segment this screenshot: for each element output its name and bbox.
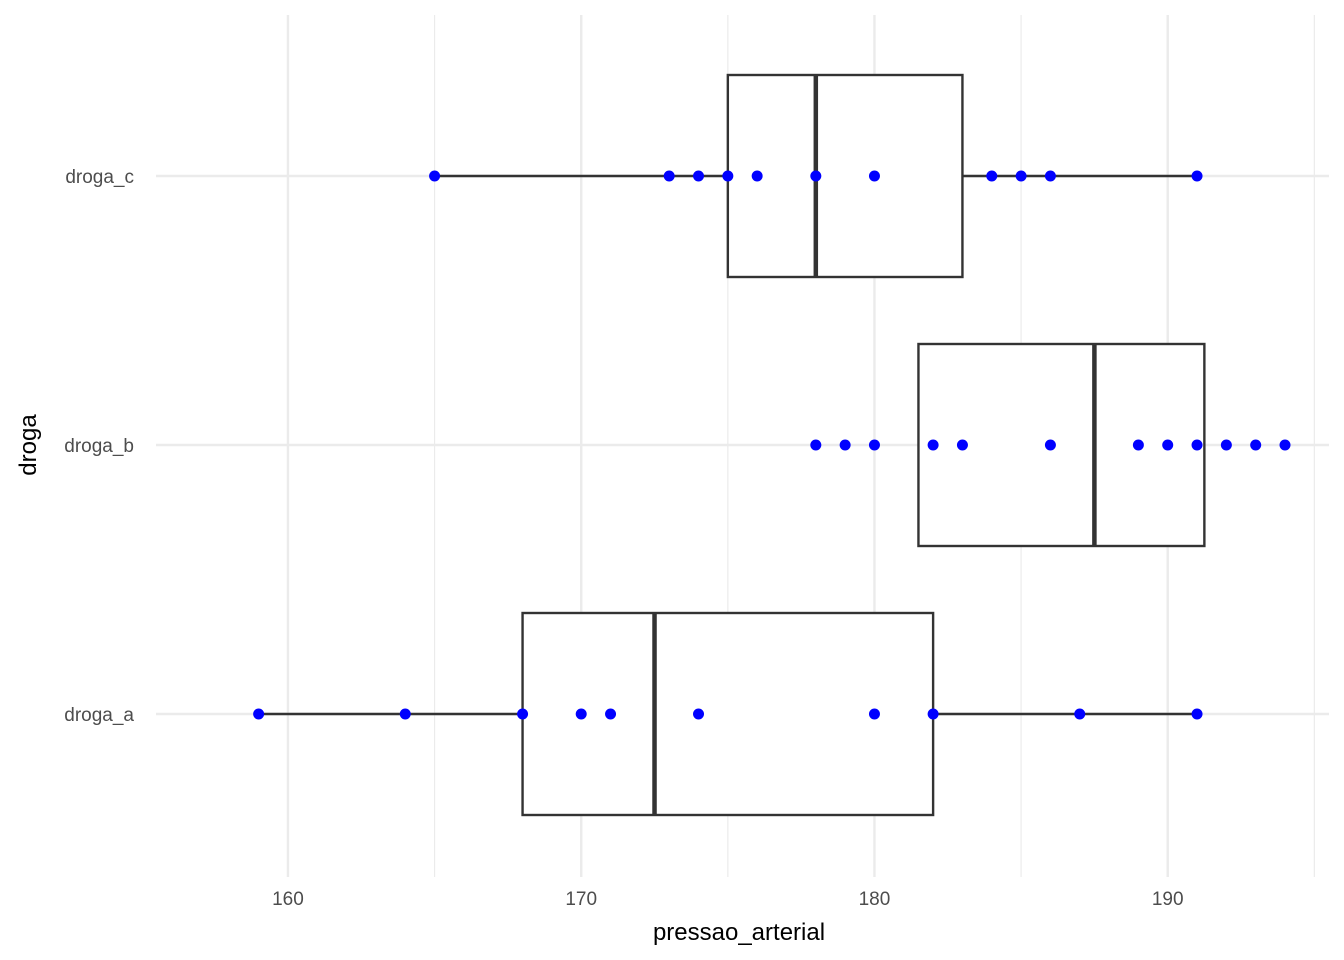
y-tick-label: droga_b (64, 436, 134, 457)
data-point-droga_c (1191, 170, 1203, 182)
data-point-droga_b (810, 439, 822, 451)
data-point-droga_c (722, 170, 734, 182)
data-point-droga_a (1191, 708, 1203, 720)
data-points (253, 170, 1291, 720)
x-tick-label: 170 (565, 889, 597, 910)
y-tick-label: droga_a (64, 705, 134, 726)
boxes (258, 73, 1206, 817)
data-point-droga_b (1191, 439, 1203, 451)
data-point-droga_c (1044, 170, 1056, 182)
data-point-droga_b (927, 439, 939, 451)
data-point-droga_c (986, 170, 998, 182)
data-point-droga_c (693, 170, 705, 182)
x-tick-label: 160 (272, 889, 304, 910)
x-tick-label: 180 (859, 889, 891, 910)
data-point-droga_b (956, 439, 968, 451)
box-iqr (726, 73, 964, 279)
data-point-droga_b (1250, 439, 1262, 451)
data-point-droga_a (517, 708, 529, 720)
y-tick-label: droga_c (65, 167, 134, 188)
data-point-droga_b (839, 439, 851, 451)
data-point-droga_a (575, 708, 587, 720)
box-iqr (521, 611, 935, 817)
data-point-droga_a (605, 708, 617, 720)
data-point-droga_c (1015, 170, 1027, 182)
x-axis-title: pressao_arterial (653, 919, 825, 946)
data-point-droga_b (1132, 439, 1144, 451)
x-tick-label: 190 (1152, 889, 1184, 910)
data-point-droga_a (868, 708, 880, 720)
tick-labels: 160 170 180 190 droga_a droga_b droga_c (64, 167, 1183, 910)
box-droga_a (258, 611, 1198, 817)
data-point-droga_b (1044, 439, 1056, 451)
data-point-droga_a (399, 708, 411, 720)
data-point-droga_a (927, 708, 939, 720)
data-point-droga_a (253, 708, 265, 720)
y-axis-title: droga (15, 414, 42, 476)
data-point-droga_b (1279, 439, 1291, 451)
data-point-droga_b (1220, 439, 1232, 451)
data-point-droga_c (663, 170, 675, 182)
data-point-droga_c (429, 170, 441, 182)
data-point-droga_c (810, 170, 822, 182)
data-point-droga_a (693, 708, 705, 720)
data-point-droga_c (751, 170, 763, 182)
data-point-droga_a (1074, 708, 1086, 720)
data-point-droga_c (868, 170, 880, 182)
data-point-droga_b (868, 439, 880, 451)
data-point-droga_b (1162, 439, 1174, 451)
